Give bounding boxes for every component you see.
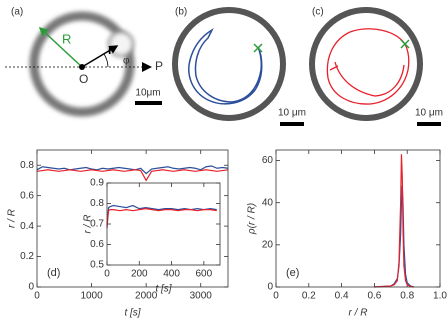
axes-frame — [36, 149, 229, 288]
y-tick-label: 0.8 — [20, 160, 34, 171]
chamber-ring — [29, 11, 135, 117]
chart: 0 200 400 600 0.5 0.6 0.7 0.8 0.9 t [s] r / R — [83, 178, 221, 295]
position-arrow — [81, 45, 119, 68]
scale-bar — [135, 101, 162, 105]
panel-a: (a) R r φ O P 10μm — [5, 7, 163, 117]
x-tick-label: 0.2 — [302, 291, 316, 302]
x-tick-label: 0 — [104, 269, 110, 280]
y-tick-label: 0.2 — [20, 251, 34, 262]
y-tick-label: 0.4 — [20, 221, 34, 232]
scale-label: 10μm — [135, 88, 160, 99]
panel-label: (a) — [11, 7, 23, 18]
y-tick-label: 0.7 — [90, 219, 104, 230]
trajectory — [188, 28, 263, 105]
start-mark — [253, 43, 263, 53]
panel-c: (c) 10 μm — [309, 7, 443, 126]
y-tick-label: 0 — [28, 282, 34, 293]
axes-frame — [275, 149, 441, 288]
trajectory — [326, 28, 410, 105]
y-tick-label: 0.9 — [90, 178, 104, 189]
axis-label: P — [155, 59, 163, 73]
y-tick-label: 60 — [262, 155, 274, 166]
axes-frame — [106, 182, 221, 266]
x-axis-label: r / R — [349, 308, 368, 319]
start-mark — [400, 39, 410, 49]
scale-bar — [280, 122, 304, 126]
y-tick-label: 0.5 — [90, 260, 104, 271]
data-line — [374, 154, 414, 288]
x-tick-label: 0.8 — [400, 291, 414, 302]
plot-area — [276, 150, 440, 287]
radius-arrow — [38, 26, 83, 68]
angle-arc — [103, 53, 109, 68]
panel-label: (d) — [47, 267, 60, 279]
x-tick-label: 200 — [131, 269, 148, 280]
radius-label: R — [62, 31, 71, 46]
panel-label: (e) — [286, 267, 299, 279]
y-tick-label: 0.6 — [20, 190, 34, 201]
plot-area — [107, 183, 220, 265]
y-tick-label: 0.6 — [90, 239, 104, 250]
angle-label: φ — [123, 56, 130, 67]
y-tick-label: 0.8 — [90, 198, 104, 209]
x-tick-label: 2000 — [135, 291, 158, 302]
panel-b: (b) 10 μm — [172, 7, 306, 126]
data-line — [106, 204, 217, 227]
data-line — [374, 185, 414, 288]
x-tick-label: 3000 — [190, 291, 213, 302]
x-tick-label: 0 — [34, 291, 40, 302]
scale-label: 10 μm — [278, 108, 306, 119]
origin-dot — [79, 64, 85, 70]
x-axis-label: t [s] — [124, 308, 140, 319]
scale-bar — [417, 122, 441, 126]
y-axis-label: r / R — [83, 215, 94, 234]
panel-label: (c) — [312, 7, 324, 18]
x-tick-label: 0.4 — [335, 291, 349, 302]
y-tick-label: 0 — [267, 282, 273, 293]
chamber-ring — [309, 7, 423, 121]
data-line — [36, 169, 229, 182]
x-tick-label: 0.6 — [367, 291, 381, 302]
x-tick-label: 600 — [196, 269, 213, 280]
arrow-head — [142, 62, 152, 72]
position-label: r — [108, 43, 113, 57]
y-axis-label: r / R — [7, 209, 18, 228]
scale-label: 10 μm — [415, 108, 443, 119]
panel-label: (b) — [175, 7, 187, 18]
chart: 0 0.2 0.4 0.6 0.8 1.0 0 20 40 60 r / R ρ(r / R) (e) — [247, 149, 447, 319]
y-tick-label: 20 — [262, 239, 274, 250]
origin-label: O — [79, 72, 88, 86]
chamber-ring — [172, 7, 286, 121]
x-axis-label: t [s] — [155, 284, 171, 295]
x-tick-label: 1.0 — [433, 291, 447, 302]
data-line — [106, 208, 217, 229]
y-tick-label: 40 — [262, 197, 274, 208]
x-tick-label: 400 — [163, 269, 180, 280]
x-tick-label: 0 — [273, 291, 279, 302]
x-tick-label: 1000 — [80, 291, 103, 302]
y-axis-label: ρ(r / R) — [247, 203, 258, 235]
